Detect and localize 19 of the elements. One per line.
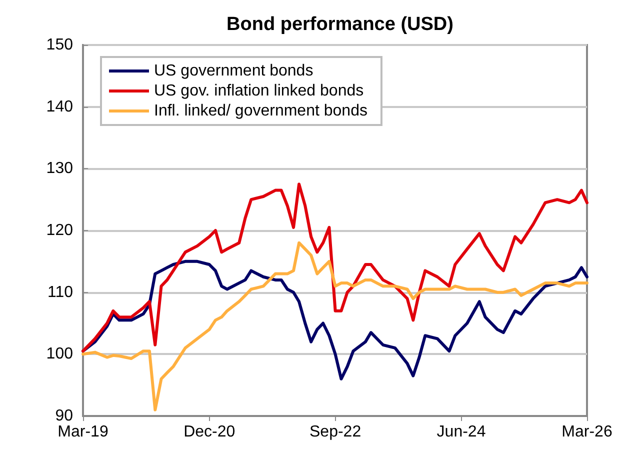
x-tick-label: Sep-22 (310, 424, 362, 440)
x-tick-label: Jun-24 (436, 424, 486, 440)
legend-label: Infl. linked/ government bonds (154, 102, 368, 120)
line-series (82, 260, 588, 380)
legend-label: US gov. inflation linked bonds (154, 82, 364, 100)
y-tick-label: 100 (46, 346, 74, 363)
y-tick-label: 130 (46, 160, 74, 178)
line-series (82, 182, 588, 353)
x-tick-label: Mar-26 (562, 424, 612, 440)
line-series (82, 241, 588, 412)
y-tick-label: 150 (46, 36, 74, 54)
y-tick-label: 120 (46, 222, 74, 239)
chart-title: Bond performance (USD) (226, 14, 454, 35)
y-tick-label: 140 (46, 98, 74, 116)
y-tick-label: 90 (55, 408, 74, 424)
x-tick-label: Dec-20 (184, 424, 236, 440)
legend-label: US government bonds (154, 62, 314, 80)
y-tick-label: 110 (47, 284, 74, 301)
x-tick-label: Mar-19 (58, 424, 108, 440)
